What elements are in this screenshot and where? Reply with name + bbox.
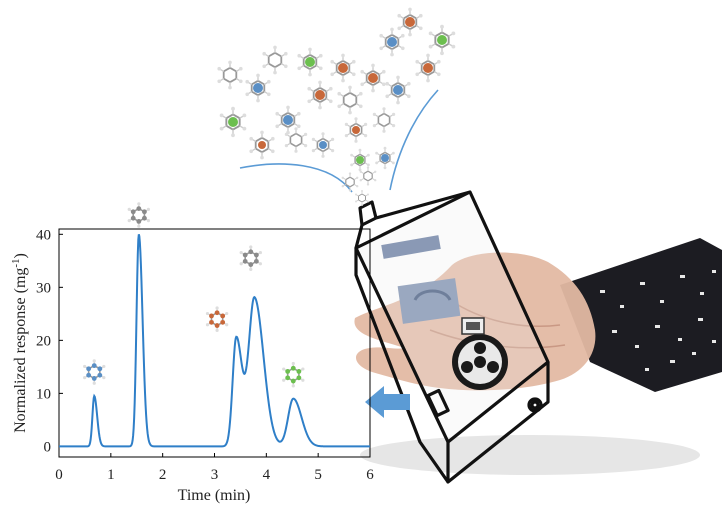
flow-arrow-left [365,386,410,418]
x-tick-label: 1 [107,467,115,483]
x-tick-label: 4 [263,467,271,483]
plot-area [58,228,371,458]
sleeve-pattern [600,270,716,371]
y-tick-label: 30 [36,280,51,296]
y-tick-label: 10 [36,386,51,402]
y-tick-label: 0 [44,439,52,455]
illustration-group [216,6,722,484]
chromatogram-chart: 0 1 2 3 4 5 6 0 10 20 30 40 Time (min) Normalized … [10,201,374,504]
y-axis-title-close: ) [12,253,29,258]
x-tick-label: 0 [55,467,63,483]
x-axis-title: Time (min) [178,487,251,504]
toluene-molecule [126,201,151,229]
y-axis-title-sup: -1 [10,258,22,267]
x-axis: 0 1 2 3 4 5 6 [55,453,374,483]
molecule-cloud [216,6,457,207]
chromatogram-trace [59,234,370,448]
x-tick-label: 5 [314,467,322,483]
flow-line-right [389,89,439,191]
y-tick-label: 40 [36,227,51,243]
peak-molecules [82,201,306,389]
benzene-molecule [82,358,107,386]
y-axis-title-main: Normalized response (mg [12,268,29,433]
ethylbenzene-molecule [205,305,230,333]
flow-line-left [239,163,353,193]
device-fan [452,334,508,390]
x-tick-label: 2 [159,467,167,483]
device-chips [381,235,485,335]
xylene-molecule [281,361,306,389]
x-tick-label: 3 [211,467,219,483]
y-axis-title: Normalized response (mg-1) [10,253,29,433]
y-tick-label: 20 [36,333,51,349]
x-tick-label: 6 [366,467,374,483]
propylbenzene-molecule [238,244,263,272]
